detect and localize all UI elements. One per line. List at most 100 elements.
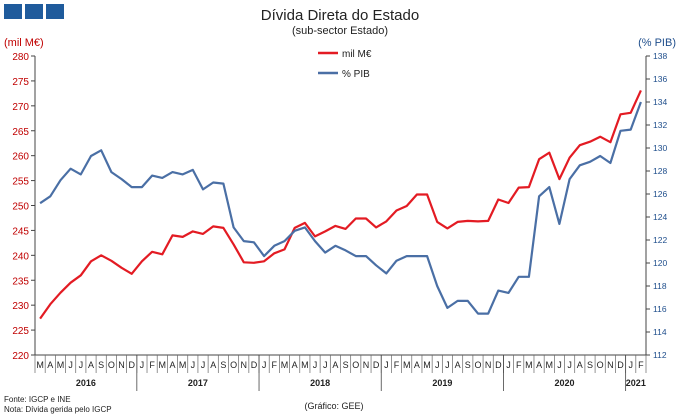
month-label: F <box>149 360 155 370</box>
month-label: O <box>352 360 359 370</box>
month-label: N <box>607 360 614 370</box>
month-label: O <box>108 360 115 370</box>
right-tick-label: 126 <box>653 189 667 199</box>
left-tick-label: 250 <box>12 202 29 213</box>
month-label: M <box>281 360 289 370</box>
left-tick-label: 235 <box>12 276 29 287</box>
legend-label-pct-pib: % PIB <box>342 69 370 80</box>
month-label: A <box>536 360 542 370</box>
month-label: N <box>363 360 370 370</box>
month-label: J <box>79 360 84 370</box>
chart-subtitle: (sub-sector Estado) <box>292 25 388 37</box>
month-label: A <box>292 360 298 370</box>
left-tick-label: 255 <box>12 177 29 188</box>
month-label: F <box>272 360 278 370</box>
month-label: J <box>201 360 206 370</box>
month-label: M <box>301 360 309 370</box>
logo-square-3 <box>46 4 64 19</box>
month-label: D <box>251 360 258 370</box>
month-label: N <box>485 360 492 370</box>
month-label: J <box>262 360 267 370</box>
month-label: M <box>423 360 431 370</box>
year-label: 2021 <box>626 378 646 388</box>
right-tick-label: 134 <box>653 97 667 107</box>
month-label: J <box>628 360 633 370</box>
month-label: S <box>587 360 593 370</box>
right-tick-label: 132 <box>653 120 667 130</box>
right-tick-label: 114 <box>653 327 667 337</box>
chart-title: Dívida Direta do Estado <box>261 7 419 24</box>
series-line-mil-meur <box>39 89 642 320</box>
month-label: F <box>516 360 522 370</box>
month-label: J <box>323 360 328 370</box>
right-tick-label: 116 <box>653 304 667 314</box>
month-label: D <box>373 360 380 370</box>
month-label: J <box>506 360 511 370</box>
left-axis: 220 225 230 235 240 245 250 255 260 265 270 275 280 <box>12 52 36 362</box>
month-label: D <box>128 360 135 370</box>
year-label: 2016 <box>76 378 96 388</box>
month-label: A <box>210 360 216 370</box>
left-tick-label: 260 <box>12 152 29 163</box>
right-tick-label: 138 <box>653 51 667 61</box>
logo <box>4 4 64 19</box>
right-tick-label: 130 <box>653 143 667 153</box>
month-label: O <box>474 360 481 370</box>
left-tick-label: 225 <box>12 326 29 337</box>
right-tick-label: 122 <box>653 235 667 245</box>
year-label: 2017 <box>188 378 208 388</box>
right-tick-label: 128 <box>653 166 667 176</box>
left-axis-unit: (mil M€) <box>4 37 44 49</box>
legend-label-mil-meur: mil M€ <box>342 49 372 60</box>
right-tick-label: 112 <box>653 350 667 360</box>
left-tick-label: 230 <box>12 301 29 312</box>
month-label: A <box>47 360 53 370</box>
month-label: J <box>140 360 145 370</box>
logo-square-1 <box>4 4 22 19</box>
month-label: A <box>414 360 420 370</box>
month-label: D <box>617 360 624 370</box>
month-label: J <box>567 360 572 370</box>
month-label: J <box>445 360 450 370</box>
month-label: J <box>68 360 73 370</box>
month-label: J <box>557 360 562 370</box>
month-label: O <box>597 360 604 370</box>
month-label: A <box>169 360 175 370</box>
month-label: N <box>118 360 125 370</box>
month-label: S <box>98 360 104 370</box>
footer-note: Nota: Dívida gerida pelo IGCP <box>4 405 112 414</box>
month-label: M <box>159 360 167 370</box>
left-tick-label: 245 <box>12 226 29 237</box>
month-label: M <box>57 360 65 370</box>
left-tick-label: 220 <box>12 351 29 362</box>
right-axis: 112 114 116 118 120 122 124 126 128 130 132 134 136 1… <box>645 51 667 360</box>
right-axis-unit: (% PIB) <box>638 37 676 49</box>
left-tick-label: 265 <box>12 127 29 138</box>
month-label: M <box>403 360 411 370</box>
legend: mil M€ % PIB <box>318 49 372 80</box>
month-label: J <box>313 360 318 370</box>
logo-square-2 <box>25 4 43 19</box>
year-label: 2020 <box>555 378 575 388</box>
right-tick-label: 118 <box>653 281 667 291</box>
month-label: A <box>455 360 461 370</box>
year-label: 2018 <box>310 378 330 388</box>
month-label: D <box>495 360 502 370</box>
month-label: N <box>241 360 248 370</box>
right-tick-label: 124 <box>653 212 667 222</box>
month-label: J <box>384 360 389 370</box>
month-label: S <box>343 360 349 370</box>
month-label: O <box>230 360 237 370</box>
month-label: A <box>577 360 583 370</box>
series-lines <box>39 89 642 320</box>
month-label: M <box>36 360 44 370</box>
left-tick-label: 270 <box>12 102 29 113</box>
left-tick-label: 240 <box>12 251 29 262</box>
left-tick-label: 280 <box>12 52 29 63</box>
year-label: 2019 <box>432 378 452 388</box>
month-label: S <box>465 360 471 370</box>
month-label: M <box>525 360 533 370</box>
month-label: M <box>546 360 554 370</box>
